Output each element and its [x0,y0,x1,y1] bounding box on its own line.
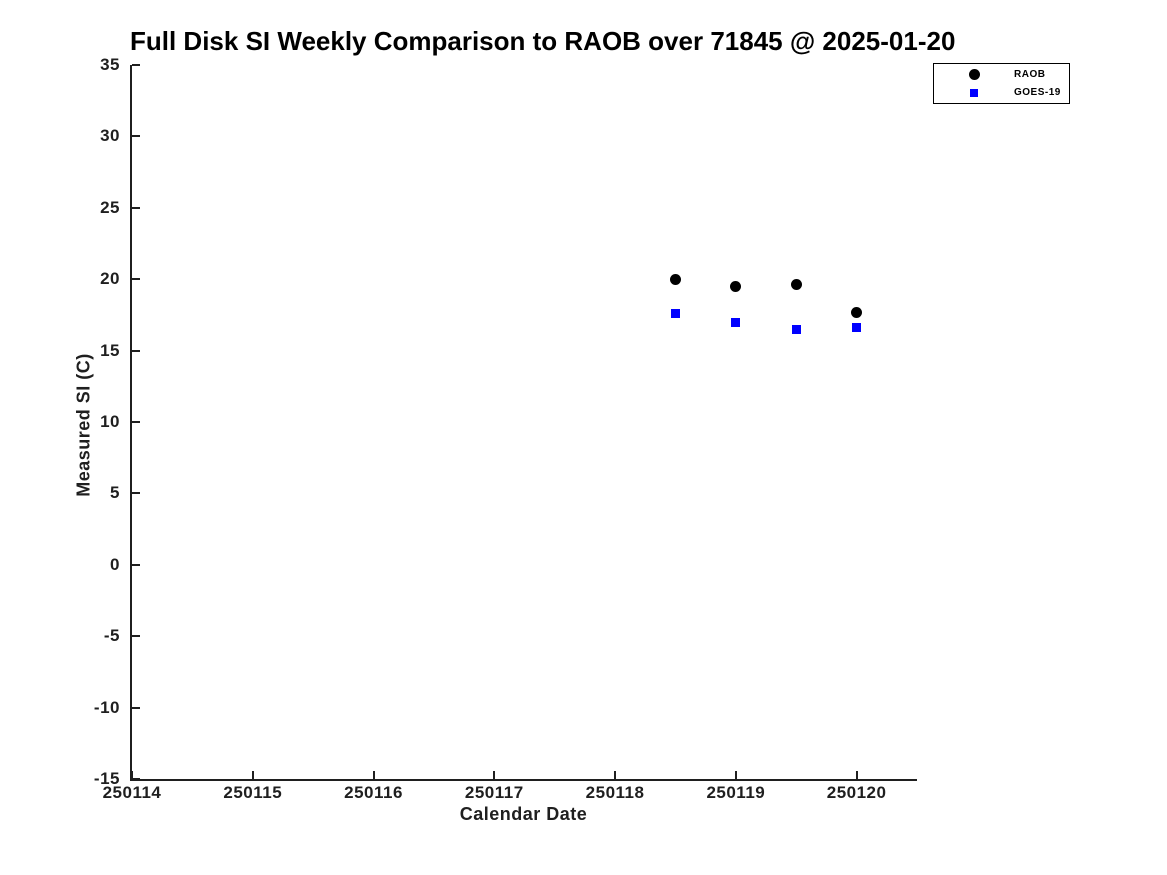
y-tick-label: 5 [110,483,120,503]
x-tick-label: 250118 [585,783,645,802]
y-tick [132,349,140,352]
data-point-raob [669,273,681,285]
y-tick [132,706,140,709]
y-tick-label: -15 [93,769,120,788]
raob-circle-icon [968,68,980,80]
y-tick [132,278,140,281]
x-tick [734,771,737,779]
y-tick-label: 20 [100,269,120,289]
legend: RAOB GOES-19 [933,63,1070,104]
plot-area: 250114 250115 250116 250117 250118 250119 2501… [94,55,917,802]
legend-entry-goes-19: GOES-19 [934,84,1069,101]
data-point-raob [730,280,742,292]
x-tick [493,771,496,779]
x-tick [855,771,858,779]
x-tick [372,771,375,779]
x-tick-label: 250120 [826,783,887,802]
y-tick [132,492,140,495]
y-tick [132,64,140,66]
y-tick-label: 0 [110,554,120,574]
y-tick [132,635,140,638]
x-tick [251,771,254,779]
chart-title: Full Disk SI Weekly Comparison to RAOB o… [130,26,956,56]
goes-19-square-icon [970,88,978,97]
x-tick-label: 250116 [344,783,403,802]
y-tick [132,135,140,138]
y-tick [132,778,140,780]
data-point-goes-19 [670,308,680,318]
x-tick-label: 250114 [102,783,162,802]
legend-label-goes-19: GOES-19 [1014,87,1061,99]
y-tick-label: -10 [93,697,120,717]
data-point-goes-19 [791,324,801,334]
data-point-goes-19 [852,323,862,333]
x-tick [131,771,133,779]
x-tick-label: 250117 [464,783,524,802]
data-point-goes-19 [731,317,741,327]
legend-entry-raob: RAOB [934,66,1069,83]
x-axis-label: Calendar Date [459,804,588,824]
y-tick [132,206,140,209]
y-tick-label: 25 [100,197,120,217]
x-tick-label: 250115 [223,783,283,802]
y-tick-label: 35 [100,55,120,74]
x-tick [614,771,617,779]
y-tick-label: -5 [103,626,120,646]
y-tick-label: 30 [100,126,120,146]
data-point-raob [790,279,802,291]
y-tick [132,421,140,423]
y-axis-label-text: Measured SI (C) [73,353,94,497]
y-tick [132,563,140,566]
y-tick-label: 10 [100,412,120,431]
data-point-raob [851,306,863,318]
y-tick-label: 15 [100,340,120,360]
x-tick-label: 250119 [706,783,766,802]
legend-label-raob: RAOB [1014,68,1046,80]
